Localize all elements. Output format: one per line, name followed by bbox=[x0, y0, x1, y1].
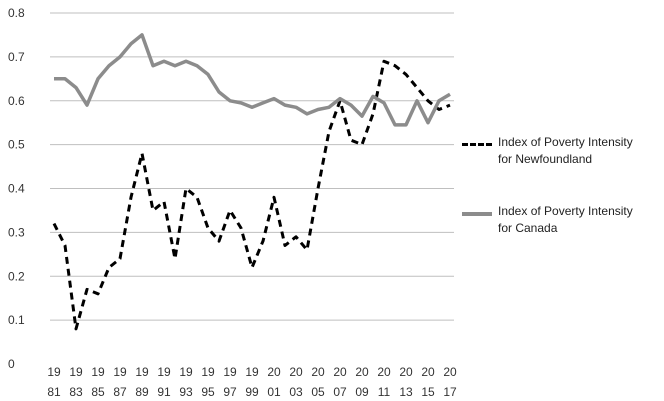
x-tick-label-bottom: 95 bbox=[201, 385, 215, 399]
x-tick-label-bottom: 81 bbox=[47, 385, 61, 399]
legend-label-canada: Index of Poverty Intensity for Canada bbox=[498, 203, 658, 237]
x-tick-label-top: 20 bbox=[267, 365, 281, 379]
y-tick-label: 0.8 bbox=[8, 6, 25, 20]
x-tick-label-top: 19 bbox=[47, 365, 61, 379]
legend-label-canada-line1: Index of Poverty Intensity bbox=[498, 204, 633, 218]
x-tick-label-bottom: 05 bbox=[311, 385, 325, 399]
y-tick-label: 0.5 bbox=[8, 138, 25, 152]
x-tick-label-top: 19 bbox=[135, 365, 149, 379]
x-tick-label-bottom: 93 bbox=[179, 385, 193, 399]
series-line-canada bbox=[54, 33, 451, 127]
x-tick-label-top: 19 bbox=[69, 365, 83, 379]
y-tick-label: 0.6 bbox=[8, 94, 25, 108]
x-tick-label-top: 20 bbox=[333, 365, 347, 379]
y-tick-label: 0.1 bbox=[8, 313, 25, 327]
x-tick-label-top: 19 bbox=[91, 365, 105, 379]
x-tick-label-bottom: 07 bbox=[333, 385, 347, 399]
x-axis: 19 81 19 83 19 85 19 87 19 89 19 91 19 93 19 95 19 97 19 99… bbox=[47, 365, 457, 399]
legend-label-newfoundland-line2: for Newfoundland bbox=[498, 152, 593, 166]
x-tick-label-bottom: 89 bbox=[135, 385, 149, 399]
legend-label-canada-line2: for Canada bbox=[498, 221, 558, 235]
y-axis: 0 0.1 0.2 0.3 0.4 0.5 0.6 0.7 0.8 bbox=[8, 6, 25, 371]
x-tick-label-top: 20 bbox=[311, 365, 325, 379]
legend: Index of Poverty Intensity for Newfoundl… bbox=[462, 134, 662, 253]
x-tick-label-bottom: 01 bbox=[267, 385, 281, 399]
y-tick-label: 0.4 bbox=[8, 182, 25, 196]
legend-swatch-newfoundland bbox=[462, 143, 492, 146]
x-tick-label-top: 19 bbox=[157, 365, 171, 379]
x-tick-label-top: 20 bbox=[289, 365, 303, 379]
x-tick-label-top: 20 bbox=[421, 365, 435, 379]
legend-label-newfoundland-line1: Index of Poverty Intensity bbox=[498, 135, 633, 149]
x-tick-label-bottom: 15 bbox=[421, 385, 435, 399]
x-tick-label-top: 20 bbox=[377, 365, 391, 379]
y-tick-label: 0 bbox=[8, 357, 15, 371]
series-layer bbox=[52, 33, 451, 331]
x-tick-label-top: 19 bbox=[201, 365, 215, 379]
y-tick-label: 0.7 bbox=[8, 50, 25, 64]
x-tick-label-top: 20 bbox=[355, 365, 369, 379]
series-line-newfoundland bbox=[52, 59, 451, 331]
x-tick-label-bottom: 83 bbox=[69, 385, 83, 399]
x-tick-label-bottom: 87 bbox=[113, 385, 127, 399]
legend-item-newfoundland: Index of Poverty Intensity for Newfoundl… bbox=[462, 134, 662, 184]
x-tick-label-bottom: 99 bbox=[245, 385, 259, 399]
x-tick-label-bottom: 97 bbox=[223, 385, 237, 399]
x-tick-label-top: 19 bbox=[179, 365, 193, 379]
x-tick-label-bottom: 91 bbox=[157, 385, 171, 399]
legend-swatch-canada bbox=[462, 212, 492, 216]
legend-item-canada: Index of Poverty Intensity for Canada bbox=[462, 203, 662, 253]
x-tick-label-bottom: 13 bbox=[399, 385, 413, 399]
y-tick-label: 0.3 bbox=[8, 225, 25, 239]
grid-lines bbox=[50, 12, 454, 321]
x-tick-label-bottom: 09 bbox=[355, 385, 369, 399]
x-tick-label-top: 20 bbox=[399, 365, 413, 379]
x-tick-label-bottom: 03 bbox=[289, 385, 303, 399]
x-tick-label-bottom: 85 bbox=[91, 385, 105, 399]
x-tick-label-bottom: 17 bbox=[443, 385, 457, 399]
x-tick-label-top: 19 bbox=[223, 365, 237, 379]
x-tick-label-top: 19 bbox=[245, 365, 259, 379]
y-tick-label: 0.2 bbox=[8, 269, 25, 283]
x-tick-label-bottom: 11 bbox=[378, 385, 391, 399]
x-tick-label-top: 20 bbox=[443, 365, 457, 379]
x-tick-label-top: 19 bbox=[113, 365, 127, 379]
legend-label-newfoundland: Index of Poverty Intensity for Newfoundl… bbox=[498, 134, 658, 168]
